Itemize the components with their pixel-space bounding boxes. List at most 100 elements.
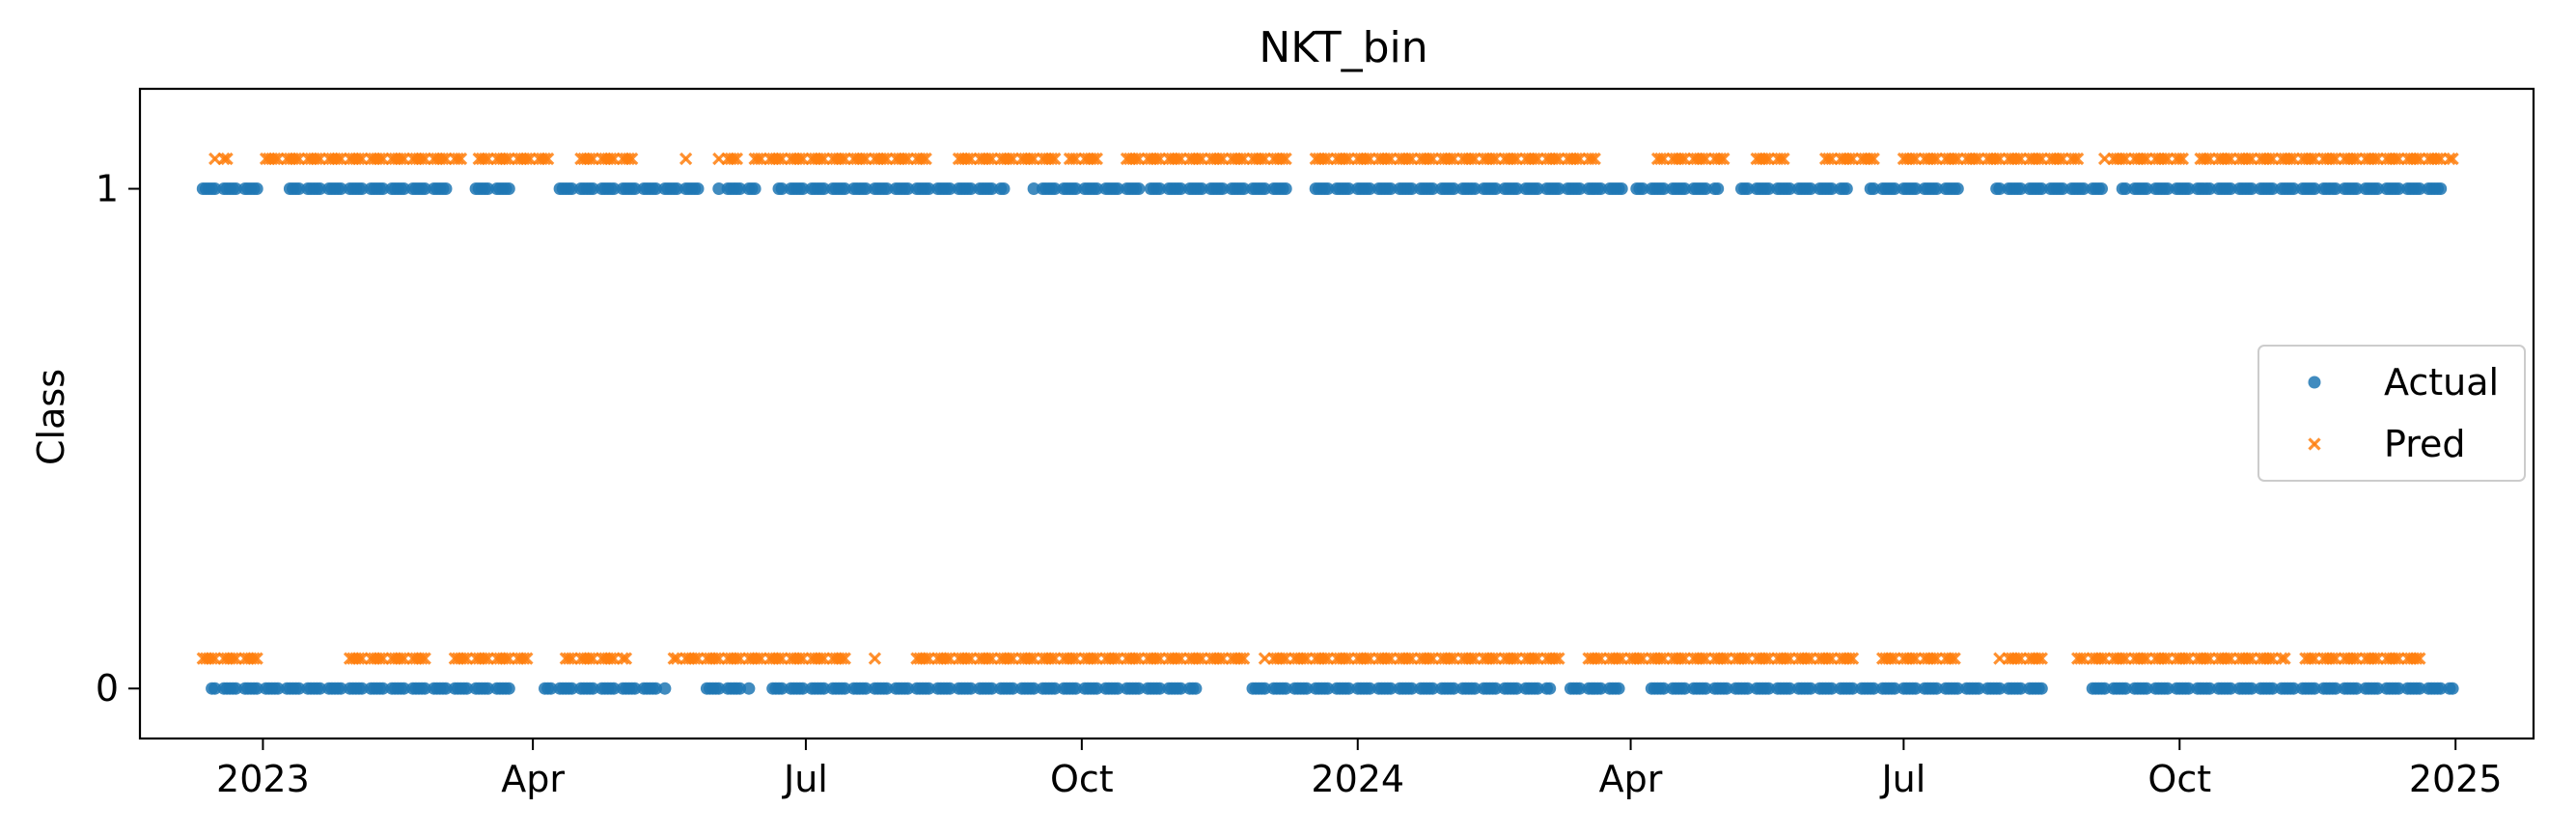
actual-point (398, 682, 410, 695)
actual-point (2119, 682, 2132, 695)
pred-point (1297, 652, 1311, 665)
pred-point (2389, 652, 2402, 665)
pred-point (1842, 652, 1857, 665)
actual-point (734, 682, 747, 695)
actual-point (1699, 182, 1712, 195)
actual-point (1840, 182, 1853, 195)
pred-point (1339, 152, 1352, 166)
actual-point (1111, 182, 1124, 195)
pred-point (1945, 652, 1958, 665)
pred-point (1926, 652, 1941, 665)
pred-point (2173, 152, 2186, 166)
pred-point (730, 152, 744, 166)
pred-point (916, 152, 929, 166)
actual-point (748, 182, 762, 195)
actual-point (2140, 682, 2153, 695)
actual-point (985, 182, 999, 195)
pred-point (1024, 652, 1038, 665)
pred-point (1759, 652, 1773, 665)
actual-point (1825, 682, 1839, 695)
actual-point (2266, 182, 2280, 195)
pred-point (1549, 652, 1563, 665)
pred-point (1444, 152, 1457, 166)
pred-point (1213, 652, 1227, 665)
pred-point (1633, 652, 1647, 665)
actual-point (2350, 182, 2364, 195)
actual-point (1279, 682, 1292, 695)
pred-point (982, 652, 996, 665)
pred-point (835, 652, 848, 665)
actual-point (838, 682, 851, 695)
actual-point (1237, 182, 1251, 195)
pred-point (1717, 652, 1731, 665)
pred-point (1864, 152, 1877, 166)
pred-point (418, 652, 431, 665)
pred-point (2242, 152, 2256, 166)
pred-point (1906, 652, 1920, 665)
pred-point (772, 152, 786, 166)
pred-point (1714, 152, 1728, 166)
pred-point (1948, 652, 1961, 665)
actual-point (796, 182, 810, 195)
actual-point (712, 182, 726, 195)
pred-point (1801, 652, 1814, 665)
pred-point (373, 152, 387, 166)
pred-point (457, 652, 471, 665)
actual-point (1972, 682, 1985, 695)
pred-point (2158, 152, 2172, 166)
actual-point (250, 182, 263, 195)
pred-point (727, 152, 740, 166)
actual-point (2434, 182, 2448, 195)
actual-point (1489, 182, 1503, 195)
pred-point (814, 652, 828, 665)
actual-point (460, 682, 474, 695)
x-tick-label: Jul (1879, 758, 1925, 800)
pred-point (1569, 152, 1584, 166)
pred-point (520, 652, 534, 665)
actual-point (775, 682, 789, 695)
actual-point (1006, 682, 1019, 695)
actual-point (586, 182, 599, 195)
pred-point (1926, 152, 1941, 166)
pred-point (1276, 652, 1289, 665)
pred-point (2010, 152, 2025, 166)
actual-point (628, 682, 642, 695)
actual-point (502, 682, 515, 695)
actual-point (1846, 682, 1859, 695)
actual-point (544, 682, 558, 695)
pred-point (2326, 652, 2340, 665)
pred-point (1528, 152, 1541, 166)
actual-point (586, 682, 599, 695)
actual-point (502, 182, 515, 195)
x-tick-label: 2023 (216, 758, 310, 800)
x-tick-label: Apr (501, 758, 565, 800)
actual-point (2095, 182, 2108, 195)
pred-point (2446, 152, 2459, 166)
pred-point (2368, 152, 2381, 166)
actual-point (418, 182, 431, 195)
actual-point (1342, 182, 1355, 195)
actual-point (1048, 682, 1062, 695)
actual-point (292, 682, 306, 695)
actual-point (2446, 682, 2459, 695)
actual-point (1111, 682, 1124, 695)
actual-point (376, 682, 390, 695)
pred-point (1087, 652, 1100, 665)
pred-point (2262, 652, 2277, 665)
pred-point (2305, 152, 2318, 166)
x-tick-label: Oct (2147, 758, 2211, 800)
series-pred (196, 152, 2459, 665)
pred-point (730, 652, 744, 665)
actual-point (1762, 682, 1775, 695)
actual-point (355, 682, 369, 695)
pred-point (1171, 152, 1184, 166)
pred-point (2137, 652, 2150, 665)
actual-point (1468, 682, 1482, 695)
pred-point (1381, 152, 1395, 166)
pred-point (499, 152, 512, 166)
pred-point (1654, 652, 1668, 665)
actual-point (1174, 682, 1187, 695)
actual-point (2202, 182, 2216, 195)
pred-point (2074, 652, 2088, 665)
pred-point (1045, 152, 1059, 166)
